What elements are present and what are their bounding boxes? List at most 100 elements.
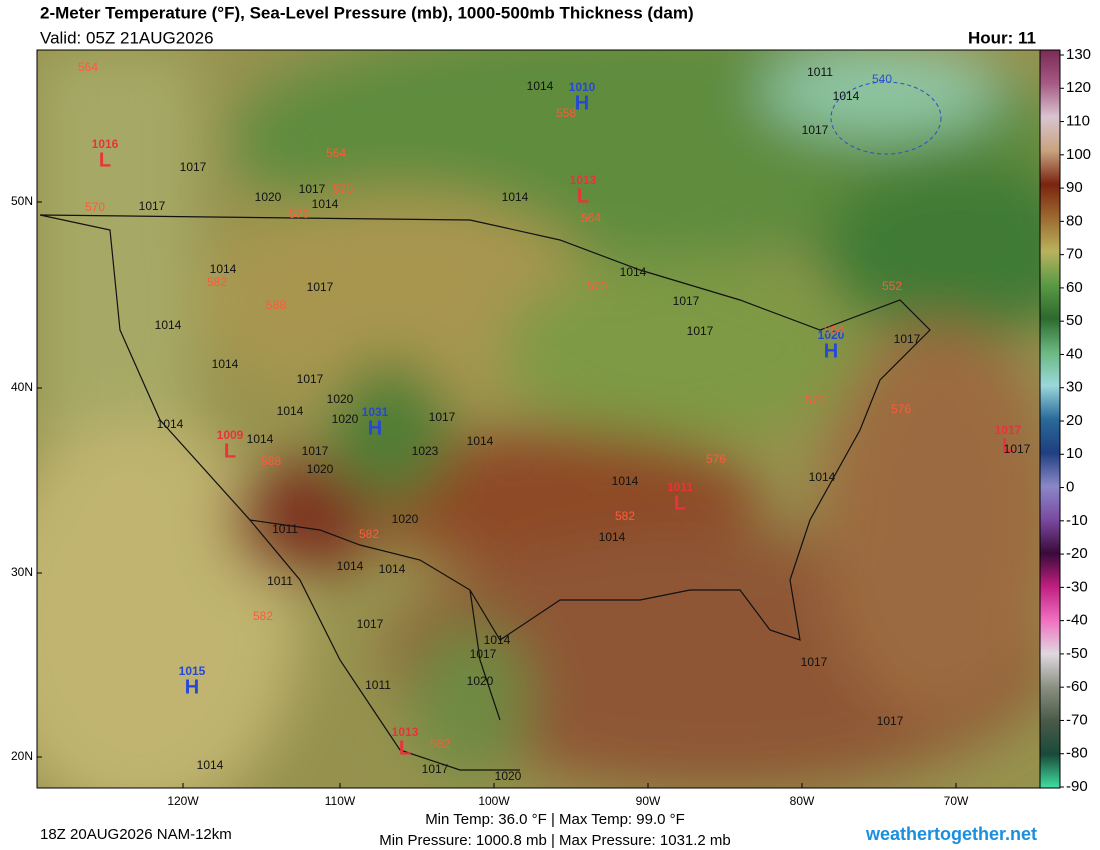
isobar-label: 1017: [180, 160, 207, 174]
center-pressure: 1015: [179, 664, 206, 678]
thickness-label: 576: [289, 207, 309, 221]
isobar-label: 1020: [307, 462, 334, 476]
isobar-label: 1014: [155, 318, 182, 332]
isobar-label: 1014: [197, 758, 224, 772]
center-pressure: 1031: [362, 405, 389, 419]
isobar-label: 1020: [495, 769, 522, 783]
center-symbol: H: [575, 92, 589, 114]
lon-label: 120W: [167, 794, 199, 808]
colorbar-label: 0: [1066, 479, 1074, 496]
isobar-label: 1014: [527, 79, 554, 93]
center-symbol: H: [368, 417, 382, 439]
isobar-label: 1017: [429, 410, 456, 424]
lon-label: 100W: [478, 794, 510, 808]
colorbar-label: 100: [1066, 146, 1091, 163]
isobar-label: 1020: [255, 190, 282, 204]
isobar-label: 1014: [337, 559, 364, 573]
lon-label: 110W: [325, 794, 356, 808]
thickness-label: 588: [266, 298, 286, 312]
isobar-label: 1017: [470, 647, 497, 661]
center-symbol: L: [1002, 435, 1014, 457]
valid-time: Valid: 05Z 21AUG2026: [40, 28, 214, 47]
isobar-label: 1017: [422, 762, 449, 776]
model-run: 18Z 20AUG2026 NAM-12km: [40, 826, 232, 843]
isobar-label: 1017: [302, 444, 329, 458]
isobar-label: 1017: [1004, 442, 1031, 456]
colorbar-label: 120: [1066, 79, 1091, 96]
isobar-label: 1020: [332, 412, 359, 426]
center-pressure: 1020: [818, 328, 845, 342]
isobar-label: 1014: [157, 417, 184, 431]
lon-label: 80W: [790, 794, 815, 808]
isobar-label: 1017: [877, 714, 904, 728]
lon-label: 90W: [636, 794, 661, 808]
thickness-label: 552: [882, 279, 902, 293]
center-pressure: 1013: [392, 725, 419, 739]
isobar-label: 1014: [484, 633, 511, 647]
isobar-label: 1011: [267, 574, 293, 588]
colorbar-label: -40: [1066, 612, 1088, 629]
isobar-label: 1014: [312, 197, 339, 211]
center-symbol: L: [99, 149, 111, 171]
center-pressure: 1009: [217, 428, 244, 442]
thickness-label: 570: [85, 200, 105, 214]
colorbar-label: 10: [1066, 445, 1083, 462]
thickness-label: 564: [326, 146, 346, 160]
isobar-label: 1017: [297, 372, 324, 386]
map-area: [37, 50, 1040, 788]
colorbar-label: -20: [1066, 545, 1088, 562]
lat-label: 40N: [11, 380, 33, 394]
thickness-label: 582: [253, 609, 273, 623]
isobar-label: 1014: [599, 530, 626, 544]
colorbar-label: 80: [1066, 212, 1083, 229]
thickness-label: 582: [359, 527, 379, 541]
colorbar-label: 130: [1066, 46, 1091, 63]
colorbar-label: -70: [1066, 711, 1088, 728]
isobar-label: 1014: [277, 404, 304, 418]
temp-range: Min Temp: 36.0 °F | Max Temp: 99.0 °F: [425, 811, 685, 828]
isobar-label: 1017: [801, 655, 828, 669]
colorbar-label: 110: [1066, 113, 1090, 130]
isobar-label: 1023: [412, 444, 439, 458]
thickness-label: 570: [333, 182, 353, 196]
colorbar-label: -90: [1066, 778, 1088, 795]
colorbar-label: 70: [1066, 246, 1083, 263]
isobar-label: 1014: [247, 432, 274, 446]
isobar-label: 1017: [307, 280, 334, 294]
thickness-label: 582: [430, 737, 450, 751]
thickness-label: 576: [706, 452, 726, 466]
center-symbol: H: [824, 340, 838, 362]
isobar-label: 1020: [467, 674, 494, 688]
center-pressure: 1011: [667, 480, 693, 494]
isobar-label: 1014: [809, 470, 836, 484]
isobar-label: 1017: [687, 324, 714, 338]
site-link[interactable]: weathertogether.net: [865, 824, 1037, 844]
center-pressure: 1010: [569, 80, 596, 94]
isobar-label: 1017: [357, 617, 384, 631]
thickness-label: 582: [615, 509, 635, 523]
isobar-label: 1014: [502, 190, 529, 204]
center-symbol: L: [399, 737, 411, 759]
isobar-label: 1014: [212, 357, 239, 371]
center-symbol: L: [224, 440, 236, 462]
center-symbol: L: [674, 492, 686, 514]
isobar-label: 1011: [272, 522, 298, 536]
thickness-label: 588: [261, 454, 281, 468]
thickness-label: 558: [556, 106, 576, 120]
colorbar-label: 50: [1066, 312, 1083, 329]
thickness-label: 564: [581, 211, 601, 225]
thickness-label: 564: [824, 323, 844, 337]
pressure-range: Min Pressure: 1000.8 mb | Max Pressure: …: [379, 832, 731, 849]
thickness-label: 576: [891, 402, 911, 416]
lat-label: 20N: [11, 749, 33, 763]
center-pressure: 1013: [570, 173, 597, 187]
thickness-label: 570: [805, 393, 825, 407]
isobar-label: 1017: [139, 199, 166, 213]
lon-label: 70W: [944, 794, 969, 808]
colorbar-label: -50: [1066, 645, 1088, 662]
colorbar-label: 30: [1066, 379, 1083, 396]
lat-label: 50N: [11, 194, 33, 208]
isobar-label: 1011: [807, 65, 833, 79]
